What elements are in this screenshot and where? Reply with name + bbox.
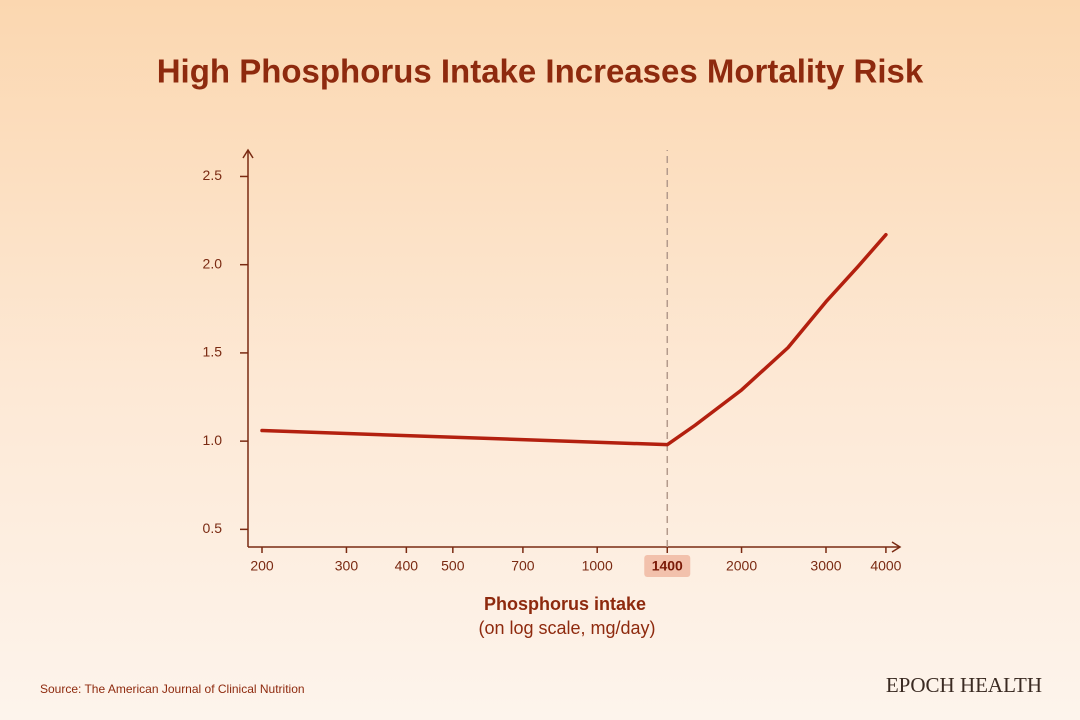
source: Source: The American Journal of Clinical… [40,682,305,696]
x-tick-label: 500 [441,558,465,574]
x-tick-label: 700 [511,558,535,574]
y-tick-label: 0.5 [203,520,223,536]
x-tick-label: 1000 [582,558,613,574]
data-line [260,232,888,447]
x-tick-label: 4000 [870,558,901,574]
x-axis-sublabel: (on log scale, mg/day) [478,618,655,638]
x-axis-arrow [891,541,902,553]
x-tick-label: 400 [395,558,419,574]
plot-area: 0.5 1.0 1.5 2.0 2.5 200 300 400 500 700 1000 1400 20… [203,148,902,577]
brand: EPOCH HEALTH [886,673,1042,697]
y-tick-label: 1.0 [203,432,223,448]
y-axis-arrow [242,148,254,159]
x-axis-label: Phosphorus intake [484,594,646,614]
x-tick-label: 200 [250,558,274,574]
x-tick-label: 2000 [726,558,757,574]
y-tick-label: 2.0 [203,255,223,271]
x-tick-label: 1400 [652,558,683,574]
chart-title: High Phosphorus Intake Increases Mortali… [157,53,924,90]
x-tick-highlight [644,555,691,577]
x-tick-label: 300 [335,558,359,574]
y-tick-label: 2.5 [203,167,223,183]
y-tick-label: 1.5 [203,344,223,360]
x-tick-label: 3000 [810,558,841,574]
